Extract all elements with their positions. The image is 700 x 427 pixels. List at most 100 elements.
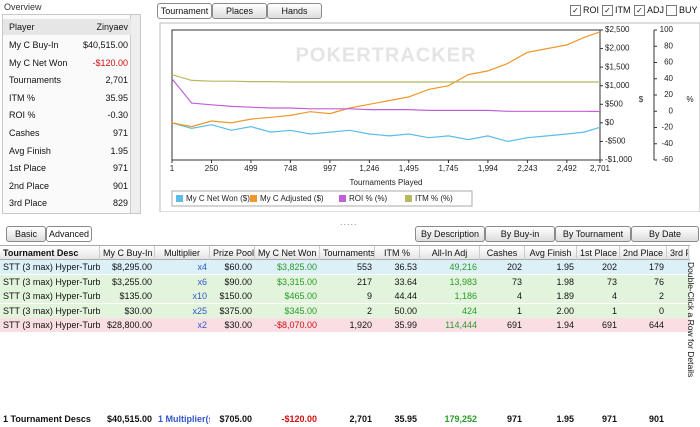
plot-area xyxy=(171,29,601,161)
table-cell: 13,983 xyxy=(449,276,477,287)
overview-label: Player xyxy=(9,22,35,32)
table-cell: 1,186 xyxy=(454,291,477,301)
table-cell: 33.64 xyxy=(394,276,417,287)
table-cell: 1 xyxy=(516,305,522,316)
checkbox[interactable]: ✓ xyxy=(570,5,581,16)
y2-tick-label: 20 xyxy=(664,90,673,99)
table-cell: 4 xyxy=(516,291,522,301)
table-cell: 49,216 xyxy=(449,262,477,272)
sort-button[interactable]: By Date xyxy=(631,226,699,242)
table-row[interactable] xyxy=(0,303,690,318)
table-cell: 644 xyxy=(648,320,664,330)
column-header[interactable]: Tournament Desc xyxy=(0,246,100,260)
sort-button[interactable]: By Tournament xyxy=(555,226,631,242)
column-header[interactable]: 2nd Place xyxy=(620,246,667,260)
table-cell: 553 xyxy=(356,262,372,272)
checkbox[interactable]: ✓ xyxy=(634,5,645,16)
table-row[interactable] xyxy=(0,289,690,303)
table-row[interactable] xyxy=(0,318,690,332)
footer-cell: 971 xyxy=(506,414,522,424)
table-cell: 9 xyxy=(366,291,372,301)
panel-title: Overview xyxy=(4,2,42,12)
column-header[interactable]: Avg Finish xyxy=(525,246,577,260)
column-header[interactable]: My C Buy-In xyxy=(100,246,155,260)
series-line xyxy=(171,74,600,83)
overview-value: -$120.00 xyxy=(92,57,128,68)
sort-button[interactable]: By Buy-in xyxy=(485,226,555,242)
table-cell: $3,315.00 xyxy=(276,276,317,287)
series-line xyxy=(171,122,601,143)
table-cell: $345.00 xyxy=(284,305,317,316)
checkbox-label[interactable]: BUY xyxy=(679,5,698,15)
table-row[interactable] xyxy=(0,274,690,289)
view-button[interactable]: Basic xyxy=(6,226,46,242)
table-cell: 1,920 xyxy=(349,320,372,330)
overview-header xyxy=(3,19,131,35)
table-cell: x2 xyxy=(197,320,207,330)
table-cell: $28,800.00 xyxy=(106,320,152,330)
y-tick-label: -$1,000 xyxy=(605,155,633,164)
table-cell: 202 xyxy=(506,262,522,272)
column-header[interactable]: ITM % xyxy=(375,246,420,260)
column-header[interactable]: All-In Adj xyxy=(420,246,480,260)
legend-label: ROI % (%) xyxy=(349,194,388,203)
table-row[interactable] xyxy=(0,260,690,274)
tab[interactable]: Tournament xyxy=(157,3,212,19)
table-cell: 202 xyxy=(601,262,617,272)
checkbox-label[interactable]: ITM xyxy=(615,5,631,15)
table-cell: 1.89 xyxy=(556,291,574,301)
table-cell: 2 xyxy=(366,305,372,316)
footer-cell: 35.95 xyxy=(394,414,417,424)
tab[interactable]: Hands xyxy=(267,3,322,19)
checkbox-label[interactable]: ROI xyxy=(583,5,600,15)
column-header[interactable]: Multiplier xyxy=(155,246,210,260)
column-header[interactable]: 1st Place xyxy=(577,246,620,260)
table-cell: x25 xyxy=(192,305,207,316)
scrollbar[interactable] xyxy=(130,15,140,213)
checkbox[interactable]: ✓ xyxy=(602,5,613,16)
legend-box xyxy=(171,190,473,207)
table-cell: $60.00 xyxy=(224,262,252,272)
y-tick-label: -$500 xyxy=(605,137,626,146)
table-cell: $3,825.00 xyxy=(276,262,317,272)
y2-axis-title: % xyxy=(686,95,693,104)
x-tick-label: 997 xyxy=(323,164,337,173)
tab[interactable]: Places xyxy=(212,3,267,19)
view-button[interactable]: Advanced xyxy=(46,226,92,242)
y2-tick-label: 100 xyxy=(660,25,674,34)
table-cell: x10 xyxy=(192,291,207,301)
y-axis-title: $ xyxy=(639,95,644,104)
y-tick-label: $1,500 xyxy=(605,62,630,71)
table-cell: $90.00 xyxy=(224,276,252,287)
table-cell: 73 xyxy=(511,276,522,287)
legend-label: My C Net Won ($) xyxy=(186,194,250,203)
y2-tick-label: 60 xyxy=(664,58,673,67)
tab-bar: Tournament Places Hands xyxy=(157,3,322,19)
column-header[interactable]: Prize Pool xyxy=(210,246,255,260)
footer-cell: $40,515.00 xyxy=(106,414,152,424)
column-header[interactable]: 3rd P xyxy=(667,246,689,260)
overview-label: ITM % xyxy=(9,92,35,103)
overview-label: Cashes xyxy=(9,128,40,138)
column-header[interactable]: Tournaments xyxy=(320,246,375,260)
footer-cell: 179,252 xyxy=(444,414,477,424)
column-header[interactable]: Cashes xyxy=(480,246,525,260)
sort-button[interactable]: By Description xyxy=(415,226,485,242)
x-tick-label: 499 xyxy=(244,164,258,173)
table-cell: 36.53 xyxy=(394,262,417,272)
legend-swatch xyxy=(339,195,346,202)
legend-label: ITM % (%) xyxy=(415,194,453,203)
y2-tick-label: -40 xyxy=(661,139,673,148)
overview-label: My C Buy-In xyxy=(9,40,59,50)
table-cell: $30.00 xyxy=(224,320,252,330)
splitter-grip[interactable]: ..... xyxy=(340,217,358,227)
y-tick-label: $500 xyxy=(605,99,623,108)
checkbox[interactable] xyxy=(666,5,677,16)
table-cell: STT (3 max) Hyper-Turbo xyxy=(3,276,100,287)
column-header[interactable]: My C Net Won xyxy=(255,246,320,260)
overview-value: $40,515.00 xyxy=(82,40,128,50)
y-tick-label: $0 xyxy=(605,118,614,127)
checkbox-label[interactable]: ADJ xyxy=(647,5,665,15)
table-cell: $150.00 xyxy=(219,291,252,301)
overview-value: 901 xyxy=(112,180,128,191)
